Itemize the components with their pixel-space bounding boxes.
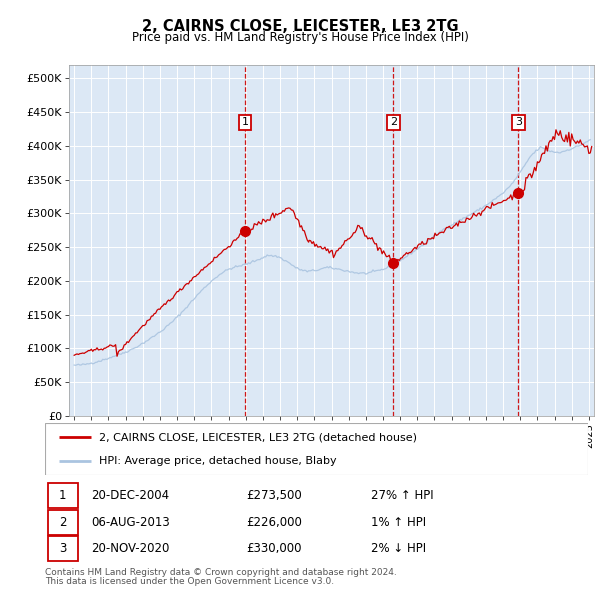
- Text: 3: 3: [59, 542, 67, 555]
- Text: £273,500: £273,500: [246, 489, 302, 502]
- Text: 06-AUG-2013: 06-AUG-2013: [91, 516, 170, 529]
- Text: HPI: Average price, detached house, Blaby: HPI: Average price, detached house, Blab…: [100, 456, 337, 466]
- FancyBboxPatch shape: [48, 536, 77, 561]
- Text: 2, CAIRNS CLOSE, LEICESTER, LE3 2TG (detached house): 2, CAIRNS CLOSE, LEICESTER, LE3 2TG (det…: [100, 432, 418, 442]
- FancyBboxPatch shape: [48, 510, 77, 535]
- Text: 27% ↑ HPI: 27% ↑ HPI: [371, 489, 433, 502]
- Text: 20-DEC-2004: 20-DEC-2004: [91, 489, 169, 502]
- Text: 2: 2: [390, 117, 397, 127]
- Text: 2% ↓ HPI: 2% ↓ HPI: [371, 542, 426, 555]
- Text: 2, CAIRNS CLOSE, LEICESTER, LE3 2TG: 2, CAIRNS CLOSE, LEICESTER, LE3 2TG: [142, 19, 458, 34]
- Text: 2: 2: [59, 516, 67, 529]
- Text: 20-NOV-2020: 20-NOV-2020: [91, 542, 170, 555]
- Text: £226,000: £226,000: [246, 516, 302, 529]
- Text: 1: 1: [59, 489, 67, 502]
- Text: Contains HM Land Registry data © Crown copyright and database right 2024.: Contains HM Land Registry data © Crown c…: [45, 568, 397, 576]
- Text: 1: 1: [242, 117, 249, 127]
- Text: £330,000: £330,000: [246, 542, 301, 555]
- Text: This data is licensed under the Open Government Licence v3.0.: This data is licensed under the Open Gov…: [45, 577, 334, 586]
- Text: 1% ↑ HPI: 1% ↑ HPI: [371, 516, 426, 529]
- FancyBboxPatch shape: [45, 423, 588, 475]
- FancyBboxPatch shape: [48, 483, 77, 508]
- Text: 3: 3: [515, 117, 522, 127]
- Text: Price paid vs. HM Land Registry's House Price Index (HPI): Price paid vs. HM Land Registry's House …: [131, 31, 469, 44]
